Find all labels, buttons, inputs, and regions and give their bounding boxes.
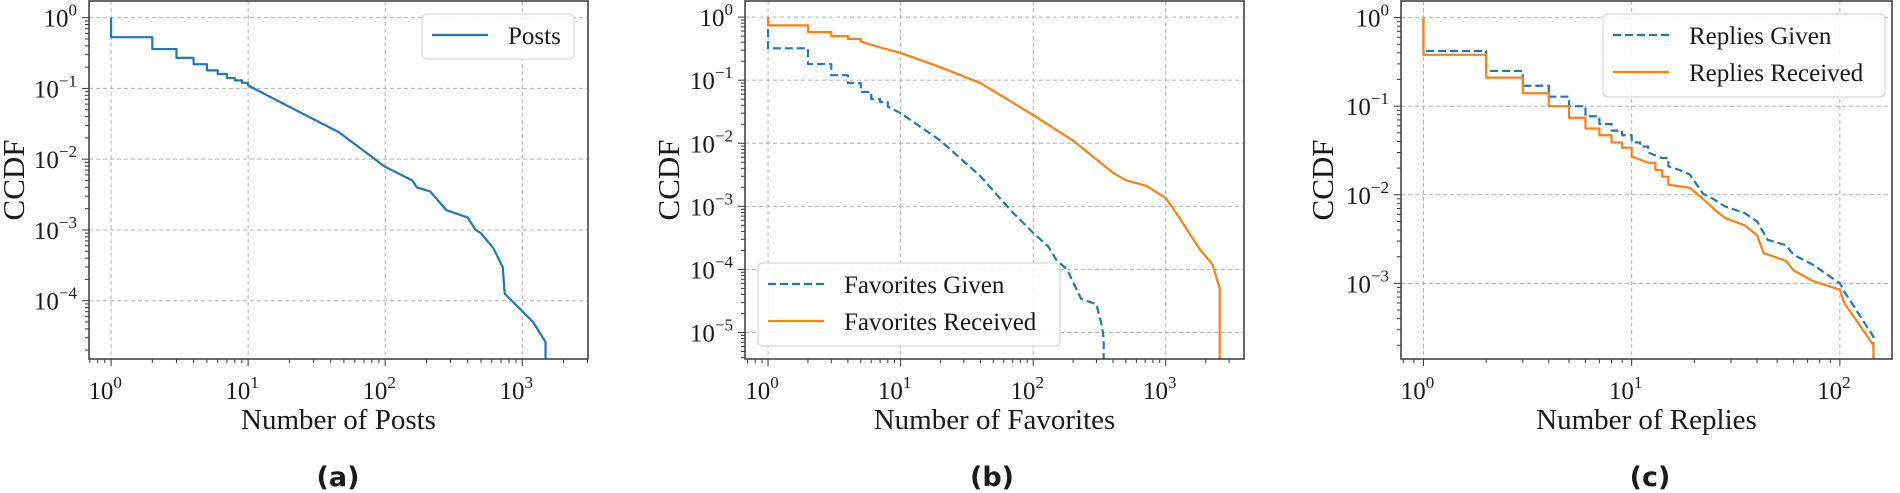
- x-tick-exponent: 0: [113, 373, 122, 392]
- axes-frame: [88, 0, 589, 360]
- y-tick-exponent: 0: [725, 0, 734, 19]
- y-tick-exponent: −1: [715, 63, 733, 82]
- x-tick-exponent: 1: [250, 373, 259, 392]
- x-tick-exponent: 2: [1035, 373, 1044, 392]
- legend-entry-label: Replies Received: [1689, 60, 1864, 87]
- y-tick-exponent: −2: [1371, 178, 1389, 197]
- x-tick-label: 101: [225, 373, 259, 405]
- x-tick-label: 100: [745, 373, 779, 405]
- y-tick-label: 10−1: [690, 63, 733, 95]
- x-tick-exponent: 0: [770, 373, 779, 392]
- y-tick-label: 10−4: [690, 252, 734, 284]
- y-tick-label: 10−2: [1346, 178, 1389, 210]
- legend: Favorites Given Favorites Received: [757, 262, 1061, 347]
- y-tick-exponent: −2: [715, 126, 733, 145]
- x-tick-label: 103: [1143, 373, 1177, 405]
- y-tick-label: 10−3: [34, 213, 77, 245]
- x-tick-exponent: 0: [1426, 373, 1435, 392]
- y-axis-label: CCDF: [0, 140, 31, 221]
- x-tick-label: 102: [1010, 373, 1044, 405]
- y-tick-exponent: −1: [1371, 89, 1389, 108]
- axes-frame: [1400, 0, 1893, 360]
- series-line-favorites-received: [766, 17, 1221, 359]
- x-tick-label: 102: [362, 373, 396, 405]
- x-tick-exponent: 2: [1842, 373, 1851, 392]
- subfigure-label: (c): [1630, 462, 1671, 493]
- axes-frame: [744, 0, 1245, 360]
- y-tick-exponent: −3: [1371, 266, 1389, 285]
- legend-box: [1602, 13, 1886, 98]
- y-tick-label: 10−2: [34, 142, 77, 174]
- x-tick-label: 102: [1817, 373, 1851, 405]
- legend-entry-label: Favorites Given: [844, 272, 1005, 299]
- series-line-replies-received: [1422, 17, 1875, 359]
- y-tick-exponent: −3: [59, 213, 77, 232]
- y-tick-label: 10−1: [1346, 89, 1389, 121]
- x-axis-label: Number of Favorites: [874, 404, 1116, 436]
- x-tick-exponent: 1: [1634, 373, 1643, 392]
- x-tick-exponent: 1: [903, 373, 912, 392]
- x-tick-exponent: 3: [524, 373, 533, 392]
- y-axis-label: CCDF: [1305, 140, 1340, 221]
- x-axis-label: Number of Replies: [1536, 404, 1757, 436]
- subfigure-label: (a): [317, 462, 360, 493]
- legend-entry-label: Posts: [508, 23, 561, 50]
- y-tick-label: 10−1: [34, 71, 77, 103]
- x-tick-label: 100: [88, 373, 121, 405]
- x-tick-label: 101: [1609, 373, 1643, 405]
- series-line-favorites-given: [766, 17, 1105, 359]
- y-tick-label: 100: [44, 1, 78, 33]
- y-tick-label: 10−2: [690, 126, 733, 158]
- x-tick-label: 103: [499, 373, 533, 405]
- y-tick-exponent: 0: [69, 1, 78, 20]
- subfigure-label: (b): [970, 462, 1014, 493]
- x-tick-label: 101: [878, 373, 912, 405]
- y-tick-label: 10−3: [1346, 266, 1389, 298]
- y-tick-label: 10−5: [690, 315, 733, 347]
- y-tick-label: 100: [700, 0, 734, 32]
- x-axis-label: Number of Posts: [241, 404, 436, 436]
- legend: Replies Given Replies Received: [1602, 13, 1886, 98]
- series-line-posts: [109, 17, 547, 359]
- legend-entry-label: Favorites Received: [844, 309, 1037, 336]
- y-axis-label: CCDF: [651, 140, 686, 221]
- y-tick-exponent: −4: [715, 252, 734, 271]
- y-tick-label: 10−4: [34, 284, 78, 316]
- y-tick-exponent: −4: [59, 284, 78, 303]
- y-tick-exponent: −5: [715, 315, 733, 334]
- y-tick-label: 10−3: [690, 189, 733, 221]
- y-tick-exponent: −3: [715, 189, 733, 208]
- series-line-replies-given: [1422, 17, 1875, 359]
- y-tick-label: 100: [1356, 1, 1390, 33]
- x-tick-exponent: 2: [387, 373, 396, 392]
- legend-box: [421, 13, 575, 60]
- x-tick-label: 100: [1401, 373, 1435, 405]
- legend-box: [757, 262, 1061, 347]
- legend: Posts: [421, 13, 575, 60]
- legend-entry-label: Replies Given: [1689, 23, 1832, 50]
- y-tick-exponent: 0: [1381, 1, 1390, 20]
- x-tick-exponent: 3: [1168, 373, 1177, 392]
- y-tick-exponent: −2: [59, 142, 77, 161]
- panel-b: 100 101 102 10310010−110−210−310−410−5Numbe…: [651, 0, 1245, 493]
- y-tick-exponent: −1: [59, 71, 77, 90]
